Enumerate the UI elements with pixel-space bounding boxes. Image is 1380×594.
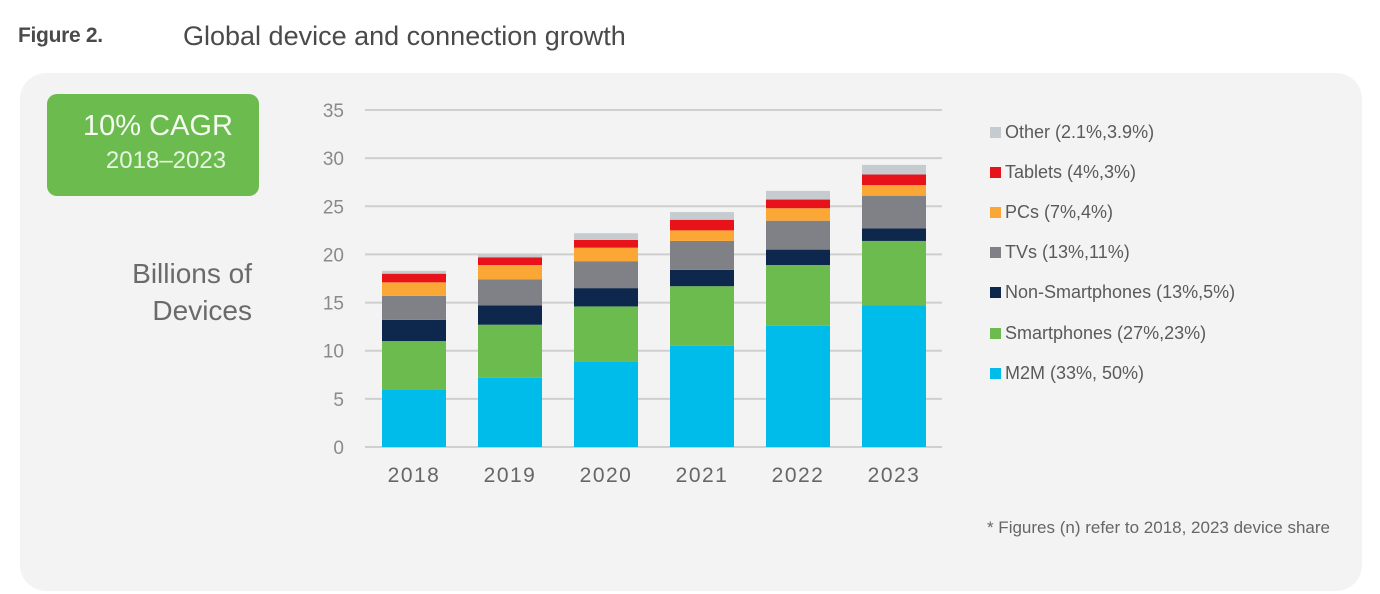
cagr-badge: 10% CAGR 2018–2023 [47, 94, 259, 196]
bar-segment-tablets-2020 [574, 239, 638, 248]
legend-swatch [990, 166, 1001, 178]
legend-item-tablets: Tablets (4%,3%) [990, 152, 1235, 192]
bar-segment-other-2021 [670, 212, 734, 220]
legend-item-smartphones: Smartphones (27%,23%) [990, 313, 1235, 353]
bar-stack-2022 [766, 190, 830, 447]
bar-segment-smartphones-2022 [766, 265, 830, 326]
x-tick-label: 2023 [868, 464, 921, 487]
figure-title: Global device and connection growth [183, 20, 626, 51]
x-tick-label: 2022 [772, 464, 825, 487]
y-axis-label-text: Billions of Devices [132, 258, 252, 326]
x-tick-label: 2019 [484, 464, 537, 487]
bar-stack-2021 [670, 212, 734, 447]
bar-segment-non-smartphones-2022 [766, 249, 830, 266]
legend-item-m2m: M2M (33%, 50%) [990, 353, 1235, 393]
bar-segment-non-smartphones-2019 [478, 305, 542, 325]
legend-swatch [990, 287, 1001, 299]
legend-swatch [990, 247, 1001, 259]
legend-item-non-smartphones: Non-Smartphones (13%,5%) [990, 273, 1235, 313]
bar-segment-other-2019 [478, 254, 542, 258]
cagr-value: 10% CAGR [83, 110, 233, 142]
y-tick-label: 10 [323, 342, 344, 363]
bar-segment-tablets-2021 [670, 219, 734, 231]
legend-swatch [990, 367, 1001, 379]
bar-segment-pcs-2023 [862, 185, 926, 196]
legend-label: M2M (33%, 50%) [1005, 362, 1145, 383]
bar-segment-tvs-2021 [670, 240, 734, 270]
bar-segment-m2m-2022 [766, 325, 830, 447]
bar-segment-m2m-2018 [382, 389, 446, 447]
bar-segment-pcs-2018 [382, 282, 446, 296]
bar-segment-tvs-2023 [862, 195, 926, 229]
legend-label: TVs (13%,11%) [1005, 242, 1130, 263]
legend-swatch [990, 126, 1001, 138]
cagr-period: 2018–2023 [105, 147, 227, 174]
x-tick-label: 2020 [580, 464, 633, 487]
bar-segment-pcs-2020 [574, 247, 638, 262]
bar-stack-2020 [574, 233, 638, 447]
bar-segment-m2m-2019 [478, 377, 542, 447]
y-axis-label: Billions of Devices [132, 255, 252, 329]
bar-segment-tablets-2023 [862, 174, 926, 186]
bar-segment-smartphones-2019 [478, 324, 542, 378]
y-tick-label: 15 [323, 294, 344, 315]
bar-segment-other-2018 [382, 270, 446, 274]
bar-segment-other-2022 [766, 190, 830, 200]
bar-stack-2019 [478, 254, 542, 447]
bar-segment-tvs-2018 [382, 295, 446, 320]
legend-label: Other (2.1%,3.9%) [1005, 121, 1155, 142]
y-tick-label: 35 [323, 101, 344, 122]
x-tick-label: 2018 [388, 464, 441, 487]
y-tick-label: 0 [333, 438, 344, 459]
bar-segment-smartphones-2021 [670, 286, 734, 346]
legend-label: PCs (7%,4%) [1005, 201, 1114, 222]
bar-segment-tablets-2022 [766, 199, 830, 209]
legend-label: Smartphones (27%,23%) [1005, 322, 1207, 343]
bar-segment-tvs-2020 [574, 261, 638, 289]
chart-legend: Other (2.1%,3.9%) Tablets (4%,3%) PCs (7%,… [990, 112, 1235, 393]
legend-swatch [990, 206, 1001, 218]
bar-segment-m2m-2021 [670, 345, 734, 447]
bar-segment-tablets-2019 [478, 257, 542, 266]
bar-segment-smartphones-2018 [382, 341, 446, 390]
y-tick-label: 30 [323, 149, 344, 170]
legend-label: Tablets (4%,3%) [1005, 161, 1137, 182]
bar-segment-non-smartphones-2018 [382, 319, 446, 342]
bar-segment-non-smartphones-2021 [670, 269, 734, 287]
legend-swatch [990, 327, 1001, 339]
footnote: * Figures (n) refer to 2018, 2023 device… [986, 518, 1330, 537]
bar-segment-other-2023 [862, 164, 926, 175]
figure-header: Figure 2. Global device and connection g… [18, 18, 626, 54]
bar-segment-non-smartphones-2023 [862, 228, 926, 241]
y-tick-label: 5 [333, 390, 344, 411]
bar-segment-smartphones-2020 [574, 306, 638, 362]
legend-label: Non-Smartphones (13%,5%) [1005, 282, 1236, 303]
bar-segment-m2m-2023 [862, 305, 926, 447]
bar-stack-2023 [862, 164, 926, 447]
bar-segment-pcs-2021 [670, 230, 734, 241]
bar-segment-tvs-2019 [478, 279, 542, 306]
figure-label: Figure 2. [18, 24, 103, 47]
x-tick-label: 2021 [676, 464, 729, 487]
bar-segment-m2m-2020 [574, 361, 638, 447]
legend-item-other: Other (2.1%,3.9%) [990, 112, 1235, 152]
bar-stack-2018 [382, 270, 446, 447]
y-tick-label: 25 [323, 197, 344, 218]
bar-segment-pcs-2019 [478, 265, 542, 280]
bar-segment-non-smartphones-2020 [574, 288, 638, 307]
legend-item-tvs: TVs (13%,11%) [990, 233, 1235, 273]
bar-segment-other-2020 [574, 233, 638, 240]
bar-segment-pcs-2022 [766, 208, 830, 221]
legend-item-pcs: PCs (7%,4%) [990, 192, 1235, 232]
bar-segment-tablets-2018 [382, 273, 446, 283]
bar-segment-tvs-2022 [766, 220, 830, 250]
y-tick-label: 20 [323, 245, 344, 266]
bar-segment-smartphones-2023 [862, 240, 926, 306]
